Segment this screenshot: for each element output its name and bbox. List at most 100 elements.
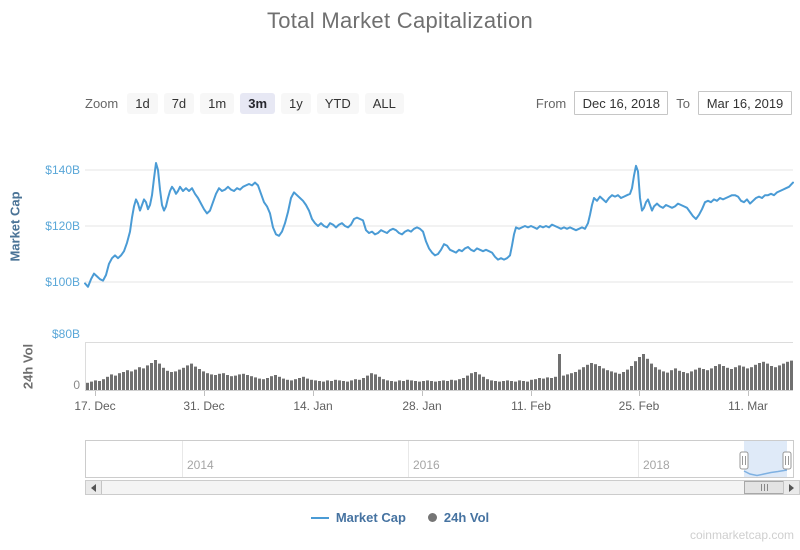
volume-bar xyxy=(210,374,213,390)
volume-bar xyxy=(486,379,489,390)
navigator-handle-left[interactable] xyxy=(739,451,749,470)
volume-bar xyxy=(346,381,349,390)
volume-bar xyxy=(562,375,565,390)
navigator-selection[interactable] xyxy=(744,441,787,477)
volume-bar xyxy=(390,381,393,390)
volume-bar xyxy=(154,360,157,390)
volume-bar xyxy=(194,366,197,390)
x-axis-label-11feb: 11. Feb xyxy=(511,399,551,413)
zoom-ytd-button[interactable]: YTD xyxy=(316,92,359,114)
zoom-7d-button[interactable]: 7d xyxy=(163,92,195,114)
volume-bar xyxy=(322,381,325,390)
navigator-handle-right[interactable] xyxy=(782,451,792,470)
volume-bar xyxy=(538,378,541,390)
volume-bar xyxy=(710,368,713,390)
volume-bar xyxy=(182,367,185,390)
volume-bar xyxy=(386,380,389,390)
navigator-year-2016: 2016 xyxy=(413,458,440,472)
volume-bar xyxy=(582,367,585,390)
scroll-left-icon xyxy=(91,483,96,492)
volume-bar xyxy=(190,363,193,390)
volume-bar xyxy=(266,378,269,390)
volume-bar xyxy=(542,378,545,390)
volume-bar xyxy=(150,363,153,390)
chart-toolbar: Zoom 1d 7d 1m 3m 1y YTD ALL From To xyxy=(85,90,792,116)
volume-bar xyxy=(258,378,261,390)
volume-bar xyxy=(102,379,105,390)
volume-bar xyxy=(302,376,305,390)
volume-bar xyxy=(366,375,369,390)
volume-bar xyxy=(554,376,557,390)
volume-bar xyxy=(122,372,125,390)
volume-bar xyxy=(446,381,449,390)
y-axis-label-100b: $100B xyxy=(45,275,80,289)
volume-bar xyxy=(658,369,661,390)
volume-bar xyxy=(750,367,753,390)
y-axis-title-24h-vol: 24h Vol xyxy=(20,343,36,390)
navigator-year-2014: 2014 xyxy=(187,458,214,472)
volume-bar xyxy=(342,381,345,390)
volume-bar xyxy=(214,375,217,390)
volume-bar xyxy=(298,378,301,390)
volume-bar xyxy=(470,373,473,390)
volume-bar xyxy=(534,379,537,390)
zoom-3m-button[interactable]: 3m xyxy=(240,92,276,114)
scroll-right-button[interactable] xyxy=(783,481,799,494)
volume-bar xyxy=(566,374,569,390)
volume-bar xyxy=(726,367,729,390)
volume-bar xyxy=(438,381,441,390)
volume-bar xyxy=(650,363,653,390)
zoom-1y-button[interactable]: 1y xyxy=(281,92,311,114)
zoom-1m-button[interactable]: 1m xyxy=(200,92,235,114)
volume-bar xyxy=(606,370,609,390)
to-date-input[interactable] xyxy=(698,91,792,115)
y-axis-label-80b: $80B xyxy=(51,327,80,341)
volume-bar xyxy=(574,372,577,390)
volume-bar xyxy=(90,381,93,390)
scrollbar-track[interactable] xyxy=(85,480,800,495)
volume-bar xyxy=(742,366,745,390)
volume-bar xyxy=(738,365,741,390)
volume-bar xyxy=(618,373,621,390)
zoom-all-button[interactable]: ALL xyxy=(364,92,404,114)
navigator-year-2018: 2018 xyxy=(643,458,670,472)
volume-bar xyxy=(354,379,357,390)
legend-item-market-cap[interactable]: Market Cap xyxy=(310,510,406,525)
volume-bar xyxy=(186,365,189,390)
volume-bar xyxy=(426,380,429,390)
volume-bar xyxy=(490,380,493,390)
zoom-1d-button[interactable]: 1d xyxy=(127,92,158,114)
volume-bar xyxy=(178,369,181,390)
legend-item-24h-vol[interactable]: 24h Vol xyxy=(427,510,490,525)
volume-bar xyxy=(314,380,317,390)
volume-bar xyxy=(162,367,165,390)
volume-bar xyxy=(294,379,297,390)
volume-bar xyxy=(98,381,101,390)
volume-bar xyxy=(418,381,421,390)
volume-bar xyxy=(130,371,133,390)
watermark: coinmarketcap.com xyxy=(689,528,794,542)
volume-bar xyxy=(234,375,237,390)
volume-bar xyxy=(670,370,673,390)
volume-bar xyxy=(382,379,385,390)
volume-bar xyxy=(478,374,481,390)
scroll-left-button[interactable] xyxy=(86,481,102,494)
volume-bar xyxy=(506,380,509,390)
volume-bar xyxy=(774,367,777,390)
from-date-input[interactable] xyxy=(574,91,669,115)
volume-bar xyxy=(350,380,353,390)
legend-label-24h-vol: 24h Vol xyxy=(443,510,490,525)
volume-bar xyxy=(358,379,361,390)
volume-bar xyxy=(590,363,593,390)
volume-bar xyxy=(462,378,465,390)
scrollbar-thumb[interactable] xyxy=(744,481,784,494)
volume-bar xyxy=(106,376,109,390)
from-label: From xyxy=(535,95,567,111)
chart-title: Total Market Capitalization xyxy=(266,8,534,33)
volume-bar xyxy=(374,374,377,390)
volume-bar xyxy=(494,381,497,390)
x-axis-label-17dec: 17. Dec xyxy=(74,399,116,413)
volume-bar xyxy=(594,364,597,390)
volume-bar xyxy=(142,368,145,390)
y-axis-label-140b: $140B xyxy=(45,163,80,177)
